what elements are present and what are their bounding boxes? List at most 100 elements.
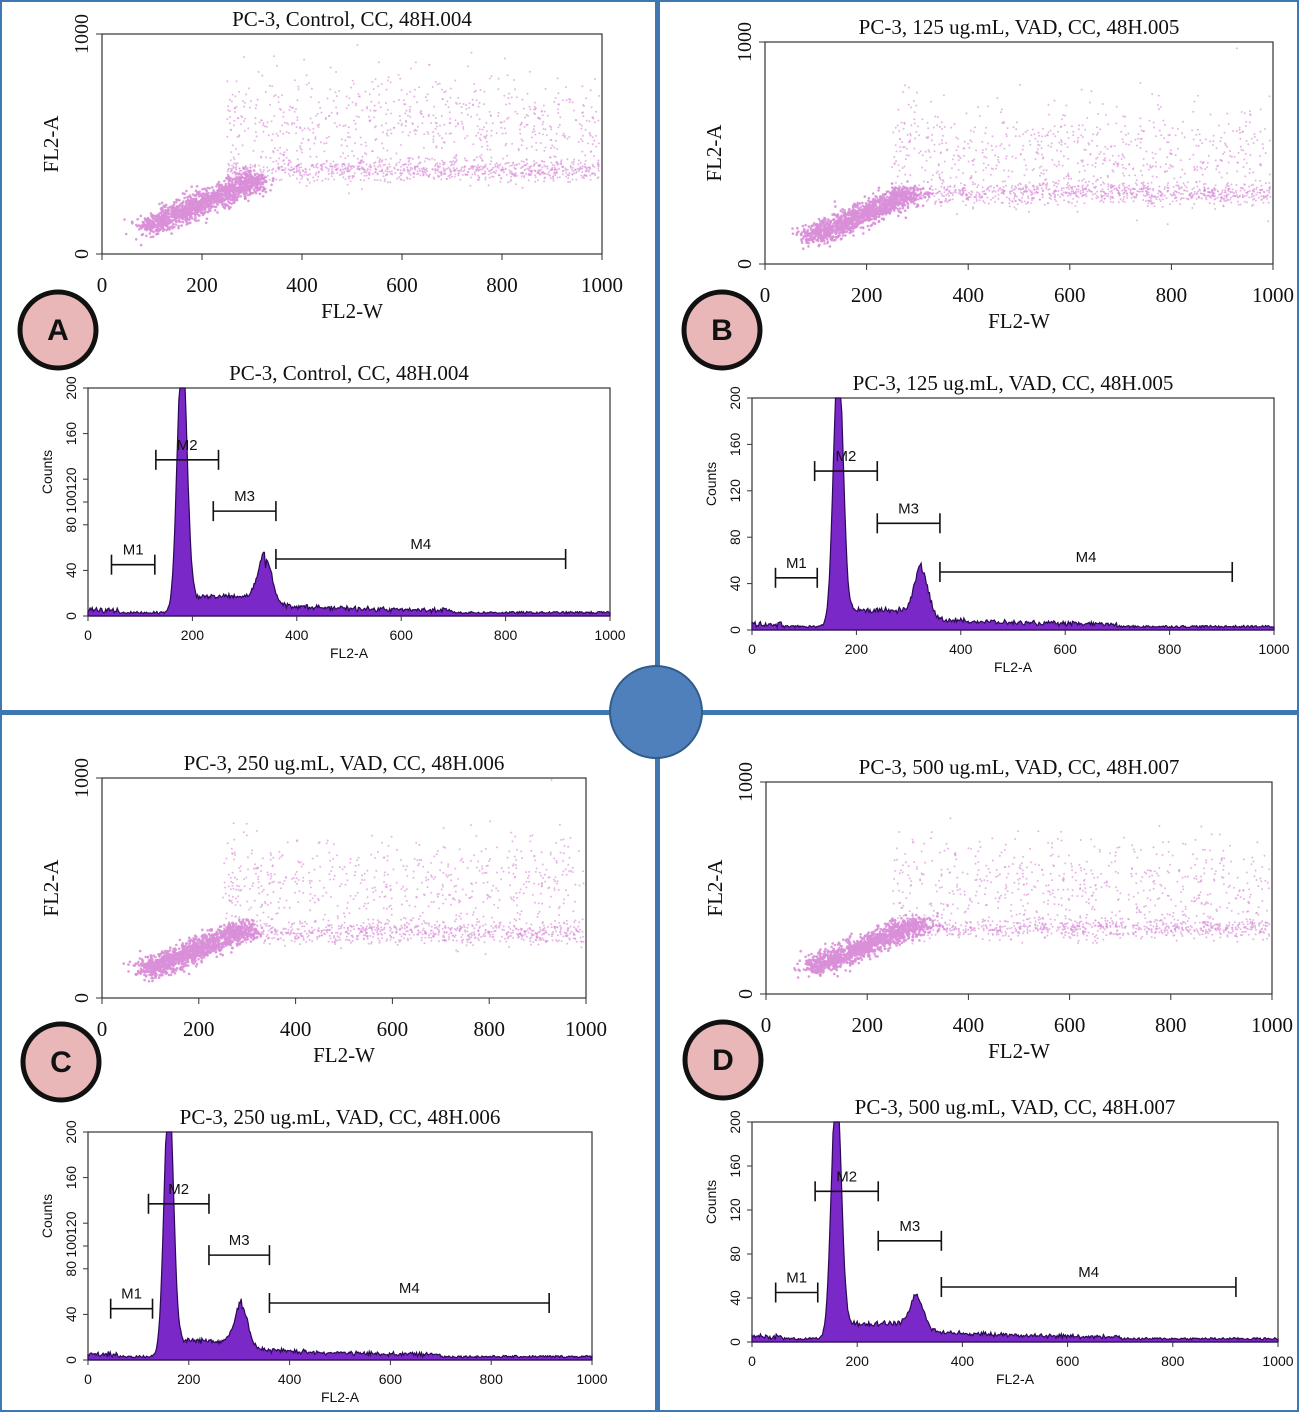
scatter-point bbox=[575, 171, 578, 174]
scatter-point bbox=[233, 107, 236, 110]
scatter-point bbox=[332, 160, 335, 163]
scatter-point bbox=[377, 101, 380, 104]
histogram-x-label: FL2-A bbox=[330, 645, 369, 661]
scatter-point bbox=[270, 183, 273, 187]
scatter-point bbox=[914, 191, 917, 194]
scatter-point bbox=[272, 133, 274, 136]
scatter-point bbox=[865, 209, 869, 212]
scatter-point bbox=[308, 173, 311, 176]
scatter-point bbox=[236, 117, 239, 120]
scatter-point bbox=[795, 233, 798, 236]
scatter-point bbox=[1237, 203, 1240, 206]
scatter-point bbox=[1130, 196, 1133, 199]
histogram-y-label: Counts bbox=[39, 450, 55, 494]
scatter-point bbox=[271, 172, 274, 175]
scatter-point bbox=[208, 186, 211, 190]
scatter-point bbox=[336, 111, 339, 114]
scatter-point bbox=[1122, 184, 1125, 187]
scatter-point bbox=[297, 164, 300, 167]
scatter-point bbox=[1086, 190, 1089, 193]
scatter-point bbox=[474, 89, 477, 92]
scatter-point bbox=[1085, 195, 1088, 198]
scatter-point bbox=[455, 160, 457, 163]
scatter-point bbox=[280, 178, 283, 181]
scatter-point bbox=[269, 103, 272, 106]
scatter-point bbox=[958, 188, 960, 191]
scatter-point bbox=[187, 206, 191, 209]
scatter-point bbox=[521, 186, 524, 189]
scatter-point bbox=[1060, 189, 1063, 192]
scatter-point bbox=[194, 199, 197, 202]
scatter-point bbox=[541, 166, 544, 169]
scatter-point bbox=[449, 176, 452, 179]
scatter-point bbox=[1248, 190, 1251, 192]
scatter-point bbox=[554, 97, 557, 99]
scatter-point bbox=[376, 165, 379, 168]
scatter-point bbox=[549, 177, 552, 180]
scatter-point bbox=[585, 174, 588, 177]
scatter-point bbox=[330, 111, 333, 114]
scatter-point bbox=[941, 182, 944, 185]
scatter-point bbox=[390, 132, 393, 135]
scatter-point bbox=[238, 176, 241, 178]
scatter-point bbox=[510, 175, 513, 178]
scatter-point bbox=[561, 99, 564, 102]
scatter-point bbox=[347, 104, 350, 107]
scatter-point bbox=[542, 133, 544, 136]
scatter-point bbox=[830, 230, 833, 233]
scatter-point bbox=[1023, 200, 1026, 203]
scatter-point bbox=[379, 158, 381, 160]
scatter-point bbox=[1013, 206, 1016, 209]
scatter-point bbox=[833, 221, 837, 224]
scatter-point bbox=[589, 89, 592, 92]
scatter-point bbox=[833, 213, 836, 217]
scatter-point bbox=[454, 79, 457, 82]
scatter-title: PC-3, Control, CC, 48H.004 bbox=[232, 7, 472, 31]
scatter-point bbox=[554, 168, 557, 171]
scatter-point bbox=[402, 99, 405, 102]
scatter-point bbox=[921, 204, 925, 207]
scatter-point bbox=[187, 202, 190, 206]
scatter-point bbox=[1091, 193, 1094, 196]
scatter-point bbox=[1163, 194, 1166, 197]
scatter-point bbox=[342, 152, 345, 155]
scatter-point bbox=[451, 175, 453, 178]
scatter-point bbox=[973, 201, 976, 204]
scatter-point bbox=[510, 96, 513, 99]
scatter-point bbox=[567, 180, 570, 183]
scatter-point bbox=[353, 172, 356, 175]
scatter-point bbox=[563, 136, 566, 139]
scatter-point bbox=[497, 88, 500, 91]
scatter-point bbox=[431, 157, 434, 160]
scatter-point bbox=[425, 167, 428, 170]
scatter-point bbox=[327, 170, 330, 173]
scatter-point bbox=[174, 216, 177, 219]
scatter-point bbox=[278, 166, 281, 169]
scatter-point bbox=[384, 178, 386, 181]
scatter-point bbox=[1057, 190, 1060, 192]
scatter-point bbox=[292, 167, 295, 170]
scatter-point bbox=[583, 177, 586, 180]
scatter-point bbox=[161, 221, 164, 225]
scatter-point bbox=[490, 168, 493, 171]
scatter-point bbox=[230, 100, 233, 103]
scatter-point bbox=[478, 102, 481, 104]
scatter-point bbox=[841, 228, 844, 231]
scatter-point bbox=[340, 173, 343, 176]
scatter-x-label: FL2-W bbox=[321, 299, 383, 323]
scatter-point bbox=[341, 163, 344, 166]
scatter-point bbox=[597, 159, 600, 162]
scatter-point bbox=[902, 185, 905, 188]
scatter-point bbox=[293, 79, 296, 82]
scatter-point bbox=[983, 190, 986, 193]
scatter-point bbox=[571, 178, 574, 181]
scatter-point bbox=[848, 231, 851, 235]
scatter-point bbox=[271, 85, 274, 88]
scatter-point bbox=[440, 174, 443, 177]
scatter-point bbox=[531, 131, 534, 134]
scatter-point bbox=[534, 107, 537, 110]
scatter-point bbox=[1059, 195, 1062, 198]
scatter-point bbox=[530, 136, 533, 139]
scatter-point bbox=[1122, 198, 1125, 201]
scatter-point bbox=[166, 226, 170, 229]
